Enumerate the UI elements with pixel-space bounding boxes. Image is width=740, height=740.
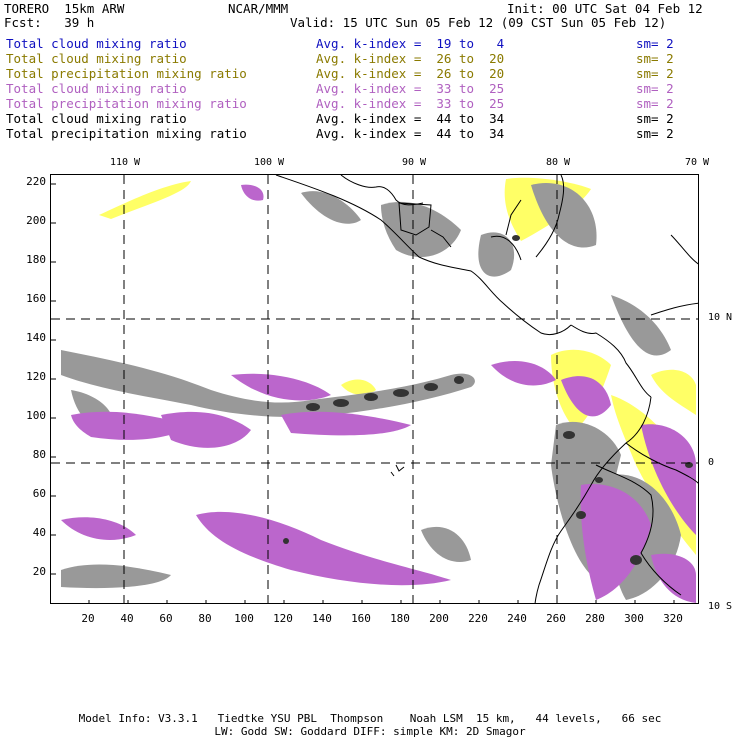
legend-field: Total cloud mixing ratio: [6, 51, 187, 66]
legend-smooth: sm= 2: [636, 126, 674, 141]
legend-smooth: sm= 2: [636, 81, 674, 96]
coastline-layer: [275, 175, 698, 603]
legend-kindex: Avg. k-index = 33 to 25: [316, 81, 505, 96]
map-canvas: [51, 175, 698, 603]
x-tick-label: 160: [351, 612, 371, 625]
legend-field: Total precipitation mixing ratio: [6, 126, 247, 141]
lat-label: 10 N: [708, 312, 733, 323]
lat-label: 10 S: [708, 601, 733, 612]
model-info: Model Info: V3.3.1 Tiedtke YSU PBL Thomp…: [78, 712, 662, 725]
x-tick-label: 320: [663, 612, 683, 625]
x-tick-label: 20: [81, 612, 95, 625]
tick-marks: [51, 183, 675, 603]
x-tick-label: 120: [273, 612, 293, 625]
y-tick-label: 80: [32, 448, 46, 461]
legend-field: Total precipitation mixing ratio: [6, 66, 247, 81]
legend-smooth: sm= 2: [636, 96, 674, 111]
model-title: TORERO 15km ARW: [4, 1, 125, 16]
x-tick-label: 240: [507, 612, 527, 625]
lon-label: 70 W: [684, 157, 710, 168]
lat-label: 0: [708, 457, 715, 468]
legend-row: Total precipitation mixing ratio Avg. k-…: [6, 96, 736, 111]
purple-cloud-layer: [61, 184, 696, 603]
legend-smooth: sm= 2: [636, 51, 674, 66]
y-tick-label: 200: [26, 214, 46, 227]
x-tick-label: 200: [429, 612, 449, 625]
x-tick-label: 140: [312, 612, 332, 625]
legend-kindex: Avg. k-index = 33 to 25: [316, 96, 505, 111]
y-tick-label: 220: [26, 175, 46, 188]
legend-kindex: Avg. k-index = 44 to 34: [316, 111, 505, 126]
init-time: Init: 00 UTC Sat 04 Feb 12: [507, 1, 703, 16]
legend-smooth: sm= 2: [636, 111, 674, 126]
legend-field: Total precipitation mixing ratio: [6, 96, 247, 111]
x-tick-label: 180: [390, 612, 410, 625]
y-tick-label: 120: [26, 370, 46, 383]
x-tick-label: 280: [585, 612, 605, 625]
lon-label: 80 W: [545, 157, 571, 168]
y-tick-label: 180: [26, 253, 46, 266]
legend-kindex: Avg. k-index = 26 to 20: [316, 51, 505, 66]
x-tick-label: 260: [546, 612, 566, 625]
organization-label: NCAR/MMM: [228, 1, 289, 16]
legend-field: Total cloud mixing ratio: [6, 81, 187, 96]
legend-field: Total cloud mixing ratio: [6, 111, 187, 126]
graticule: [51, 175, 698, 603]
x-tick-label: 40: [120, 612, 134, 625]
y-tick-label: 140: [26, 331, 46, 344]
y-tick-label: 40: [32, 526, 46, 539]
x-tick-label: 300: [624, 612, 644, 625]
valid-time: Valid: 15 UTC Sun 05 Feb 12 (09 CST Sun …: [290, 15, 667, 30]
lon-label: 110 W: [109, 157, 141, 168]
legend-smooth: sm= 2: [636, 66, 674, 81]
y-tick-label: 20: [32, 565, 46, 578]
x-tick-label: 220: [468, 612, 488, 625]
legend-row: Total cloud mixing ratio Avg. k-index = …: [6, 51, 736, 66]
legend-smooth: sm= 2: [636, 36, 674, 51]
x-tick-label: 60: [159, 612, 173, 625]
map-panel: [50, 174, 699, 604]
y-tick-label: 100: [26, 409, 46, 422]
legend-row: Total precipitation mixing ratio Avg. k-…: [6, 66, 736, 81]
legend-kindex: Avg. k-index = 44 to 34: [316, 126, 505, 141]
physics-info: LW: Godd SW: Goddard DIFF: simple KM: 2D…: [214, 725, 526, 738]
legend-row: Total cloud mixing ratio Avg. k-index = …: [6, 81, 736, 96]
legend-row: Total cloud mixing ratio Avg. k-index = …: [6, 36, 736, 51]
legend-kindex: Avg. k-index = 26 to 20: [316, 66, 505, 81]
x-tick-label: 80: [198, 612, 212, 625]
legend-row: Total precipitation mixing ratio Avg. k-…: [6, 126, 736, 141]
y-tick-label: 60: [32, 487, 46, 500]
lon-label: 90 W: [401, 157, 427, 168]
legend-row: Total cloud mixing ratio Avg. k-index = …: [6, 111, 736, 126]
legend-kindex: Avg. k-index = 19 to 4: [316, 36, 505, 51]
x-tick-label: 100: [234, 612, 254, 625]
lon-label: 100 W: [253, 157, 285, 168]
y-tick-label: 160: [26, 292, 46, 305]
forecast-hour: Fcst: 39 h: [4, 15, 95, 30]
legend-field: Total cloud mixing ratio: [6, 36, 187, 51]
